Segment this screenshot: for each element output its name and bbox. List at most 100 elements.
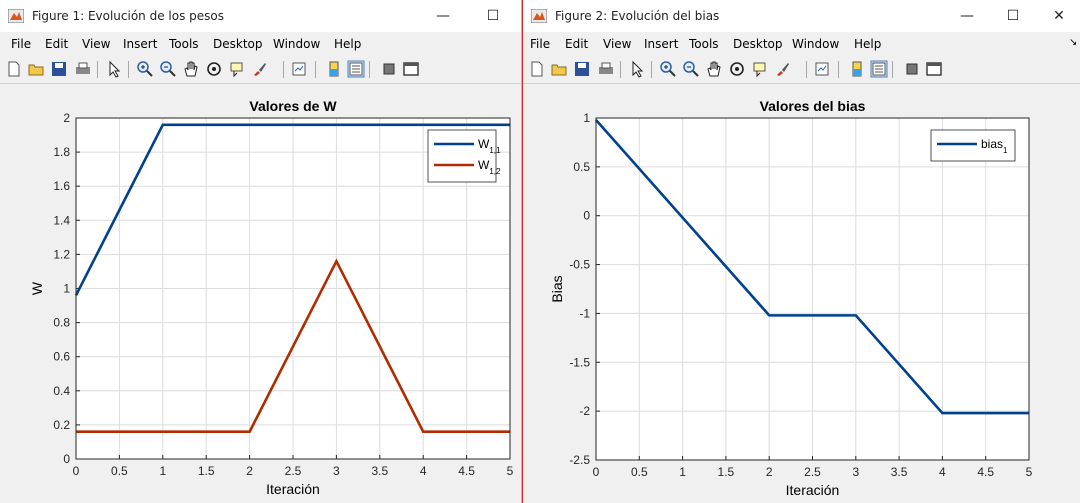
minimize-button[interactable]: — (960, 8, 974, 24)
edit-plot-icon[interactable] (628, 60, 646, 78)
y-axis-label: W (29, 281, 45, 295)
menu-edit[interactable]: Edit (565, 37, 589, 51)
menu-file[interactable]: File (530, 37, 551, 51)
bias-chart[interactable]: 0 0.5 1 1.5 2 2.5 3 3.5 4 4.5 5 -2.5 -2 -1.5 -1 -0.5 0 0.… (523, 84, 1080, 503)
legend-box[interactable] (930, 129, 1016, 162)
insert-colorbar-icon[interactable] (325, 60, 343, 78)
toolbar-separator (806, 61, 807, 78)
brush-icon[interactable] (251, 60, 269, 78)
close-button[interactable]: ✕ (1053, 8, 1065, 24)
y-tick-label: 0.5 (573, 160, 590, 174)
x-axis-label: Iteración (786, 482, 840, 498)
toolbar-separator (315, 61, 316, 78)
toolbar-separator (128, 61, 129, 78)
pan-icon[interactable] (705, 60, 723, 78)
pan-icon[interactable] (182, 60, 200, 78)
dock-arrow-icon[interactable]: ↘ (1069, 37, 1078, 48)
menu-tools[interactable]: Tools (169, 37, 199, 51)
plot-area: 0 0.5 1 1.5 2 2.5 3 3.5 4 4.5 5 0 0.2 0.4 0.6 0.8 1 1.2 1.… (0, 84, 521, 503)
menu-edit[interactable]: Edit (45, 37, 69, 51)
hide-plot-tools-icon[interactable] (903, 60, 921, 78)
x-tick-label: 2 (766, 465, 773, 479)
hide-plot-tools-icon[interactable] (380, 60, 398, 78)
weights-chart[interactable]: 0 0.5 1 1.5 2 2.5 3 3.5 4 4.5 5 0 0.2 0.4 0.6 0.8 1 1.2 1.… (0, 84, 521, 503)
menu-insert[interactable]: Insert (644, 37, 679, 51)
data-cursor-icon[interactable] (751, 60, 769, 78)
rotate-3d-icon[interactable] (205, 60, 223, 78)
y-tick-label: 0.4 (53, 384, 70, 398)
new-figure-icon[interactable] (528, 60, 546, 78)
figure-toolbar (0, 57, 521, 84)
menu-view[interactable]: View (603, 37, 632, 51)
menu-bar: File Edit View Insert Tools Desktop Wind… (523, 33, 1080, 55)
save-icon[interactable] (50, 60, 68, 78)
menu-file[interactable]: File (11, 37, 32, 51)
insert-legend-icon[interactable] (347, 60, 365, 78)
y-tick-label: -0.5 (569, 258, 590, 272)
zoom-out-icon[interactable] (682, 60, 700, 78)
save-icon[interactable] (573, 60, 591, 78)
open-file-icon[interactable] (550, 60, 568, 78)
x-tick-label: 5 (507, 464, 514, 478)
brush-icon[interactable] (774, 60, 792, 78)
x-tick-label: 2.5 (285, 464, 302, 478)
menu-help[interactable]: Help (334, 37, 362, 51)
series-line-1[interactable] (74, 123, 510, 296)
new-figure-icon[interactable] (5, 60, 23, 78)
plot-area: 0 0.5 1 1.5 2 2.5 3 3.5 4 4.5 5 -2.5 -2 -1.5 -1 -0.5 0 0.… (523, 84, 1080, 503)
menu-desktop[interactable]: Desktop (213, 37, 263, 51)
x-tick-label: 4.5 (458, 464, 475, 478)
menu-window[interactable]: Window (792, 37, 840, 51)
series-line-2[interactable] (76, 258, 510, 434)
x-tick-label: 3.5 (371, 464, 388, 478)
chart-title: Valores del bias (760, 98, 866, 114)
chart-title: Valores de W (249, 98, 337, 114)
x-tick-label: 5 (1026, 465, 1033, 479)
menu-view[interactable]: View (82, 37, 111, 51)
x-tick-label: 0 (593, 465, 600, 479)
menu-window[interactable]: Window (273, 37, 321, 51)
y-tick-label: 0.6 (53, 350, 70, 364)
menu-bar: File Edit View Insert Tools Desktop Wind… (0, 33, 521, 55)
title-bar[interactable]: Figure 2: Evolución del bias — ☐ ✕ (523, 0, 1080, 32)
y-tick-label: 1.6 (53, 179, 70, 193)
menu-help[interactable]: Help (854, 37, 882, 51)
print-icon[interactable] (597, 60, 615, 78)
zoom-in-icon[interactable] (136, 60, 154, 78)
rotate-3d-icon[interactable] (728, 60, 746, 78)
matlab-icon (8, 9, 24, 23)
insert-legend-icon[interactable] (870, 60, 888, 78)
y-tick-label: 0 (583, 209, 590, 223)
zoom-out-icon[interactable] (159, 60, 177, 78)
y-tick-label: 1.2 (53, 247, 70, 261)
y-tick-label: 1.8 (53, 145, 70, 159)
title-bar[interactable]: Figure 1: Evolución de los pesos — ☐ (0, 0, 521, 32)
menu-insert[interactable]: Insert (123, 37, 158, 51)
y-tick-label: 0 (63, 452, 70, 466)
edit-plot-icon[interactable] (105, 60, 123, 78)
open-file-icon[interactable] (27, 60, 45, 78)
link-plot-icon[interactable] (290, 60, 308, 78)
series-line-1[interactable] (595, 119, 1029, 415)
link-plot-icon[interactable] (813, 60, 831, 78)
toolbar-separator (838, 61, 839, 78)
x-tick-label: 2 (246, 464, 253, 478)
toolbar-separator (283, 61, 284, 78)
insert-colorbar-icon[interactable] (848, 60, 866, 78)
data-cursor-icon[interactable] (228, 60, 246, 78)
axes-box (595, 117, 1030, 461)
zoom-in-icon[interactable] (659, 60, 677, 78)
figure-toolbar (523, 57, 1080, 84)
toolbar-separator (651, 61, 652, 78)
x-tick-label: 3 (852, 465, 859, 479)
maximize-button[interactable]: ☐ (1006, 8, 1020, 24)
maximize-button[interactable]: ☐ (486, 8, 500, 24)
menu-desktop[interactable]: Desktop (733, 37, 783, 51)
show-plot-tools-icon[interactable] (925, 60, 943, 78)
minimize-button[interactable]: — (436, 8, 450, 24)
legend-box[interactable] (427, 129, 497, 183)
show-plot-tools-icon[interactable] (402, 60, 420, 78)
print-icon[interactable] (74, 60, 92, 78)
menu-tools[interactable]: Tools (689, 37, 719, 51)
y-tick-label: -1 (579, 306, 590, 320)
